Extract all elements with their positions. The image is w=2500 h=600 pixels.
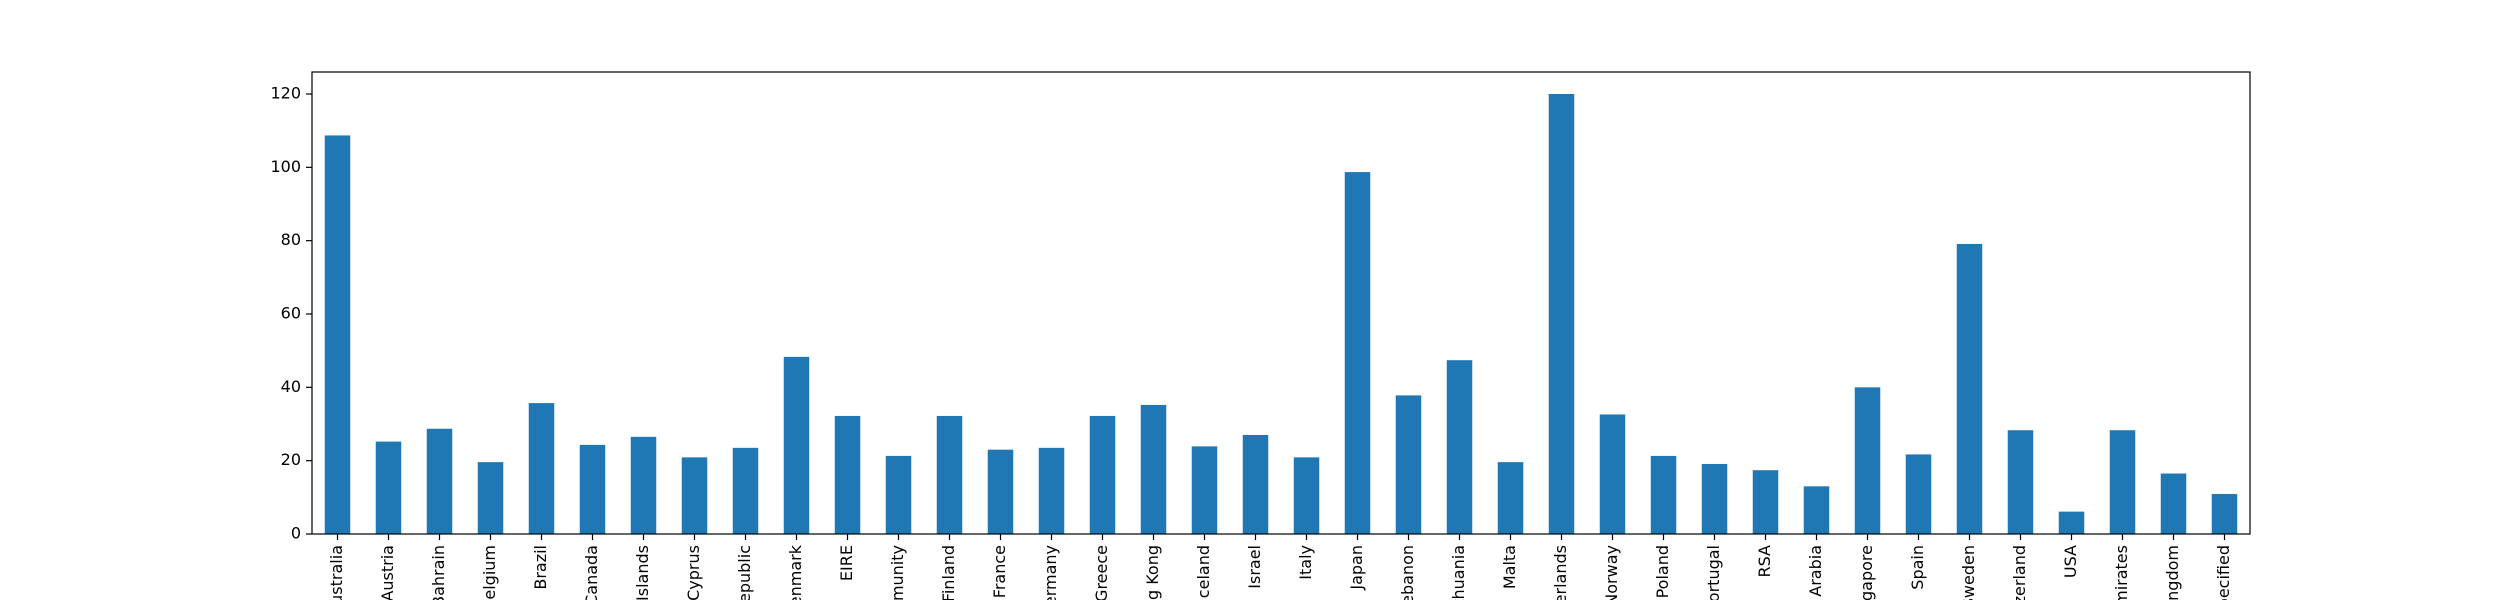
bar	[1854, 387, 1881, 534]
x-tick-label: Malta	[1500, 545, 1519, 589]
bar	[1650, 455, 1677, 534]
x-tick-label: ngapore	[1857, 545, 1876, 600]
x-tick-label: Poland	[1653, 545, 1672, 598]
x-tick-label: l Islands	[633, 545, 652, 600]
bar	[2160, 473, 2187, 534]
bar	[1242, 435, 1269, 534]
x-tick-label: Republic	[735, 545, 754, 600]
x-tick-label: ng Kong	[1143, 545, 1162, 600]
x-tick-label: EIRE	[837, 545, 856, 581]
y-tick-label: 0	[291, 524, 301, 543]
bar	[2007, 430, 2034, 534]
bar	[1140, 404, 1167, 534]
x-tick-label: Kingdom	[2163, 545, 2182, 600]
x-tick-label: Cyprus	[684, 545, 703, 600]
x-tick-label: France	[990, 545, 1009, 598]
bar	[936, 415, 963, 534]
x-tick-label: USA	[2061, 545, 2080, 578]
bar	[477, 462, 504, 534]
y-tick-label: 100	[270, 157, 301, 176]
bar	[324, 135, 351, 534]
bar	[2211, 494, 2238, 534]
plot-frame	[311, 71, 2251, 535]
x-tick-label: pecified	[2214, 545, 2233, 600]
bar	[1395, 395, 1422, 534]
x-tick-label: i Arabia	[1806, 545, 1825, 600]
bar	[426, 428, 453, 534]
x-tick-label: Sweden	[1959, 545, 1978, 600]
bar	[1497, 462, 1524, 534]
x-tick-label: Norway	[1602, 545, 1621, 600]
y-tick-label: 120	[270, 84, 301, 103]
y-tick-label: 80	[281, 230, 301, 249]
bar	[1293, 457, 1320, 534]
x-tick-label: erlands	[1551, 545, 1570, 600]
x-tick-label: Italy	[1296, 545, 1315, 580]
bar	[1191, 446, 1218, 534]
bar	[1701, 463, 1728, 534]
x-tick-label: Spain	[1908, 545, 1927, 590]
x-tick-label: Belgium	[480, 545, 499, 600]
bar	[1803, 486, 1830, 534]
bar	[1038, 447, 1065, 534]
bar	[885, 455, 912, 534]
x-tick-label: zerland	[2010, 545, 2029, 600]
bar	[1548, 94, 1575, 534]
bar	[987, 449, 1014, 534]
bar	[528, 403, 555, 534]
bar	[1905, 454, 1932, 534]
x-tick-label: ortugal	[1704, 545, 1723, 600]
x-tick-label: mirates	[2112, 545, 2131, 600]
bar	[783, 356, 810, 534]
bar	[1089, 415, 1116, 534]
x-tick-label: enmark	[786, 544, 805, 600]
x-tick-label: RSA	[1755, 545, 1774, 578]
x-tick-label: thuania	[1449, 545, 1468, 600]
x-tick-label: ermany	[1041, 545, 1060, 600]
bar	[2109, 430, 2136, 534]
bar	[630, 436, 657, 534]
x-tick-label: Israel	[1245, 545, 1264, 589]
bar	[1344, 172, 1371, 534]
x-tick-label: celand	[1194, 545, 1213, 598]
x-tick-label: Austria	[378, 545, 397, 600]
bar	[1956, 243, 1983, 534]
bar	[579, 444, 606, 534]
bar	[375, 441, 402, 534]
x-tick-label: Brazil	[531, 545, 550, 590]
x-tick-label: Canada	[582, 545, 601, 600]
x-tick-label: Greece	[1092, 545, 1111, 600]
bar	[1599, 414, 1626, 534]
x-tick-label: mmunity	[888, 545, 907, 600]
y-tick-label: 60	[281, 304, 301, 323]
x-tick-label: Japan	[1347, 545, 1366, 591]
x-tick-label: Finland	[939, 545, 958, 600]
x-tick-label: Bahrain	[429, 545, 448, 600]
y-tick-label: 20	[281, 450, 301, 469]
bar	[1446, 360, 1473, 534]
bar	[681, 457, 708, 534]
bar	[834, 415, 861, 534]
x-tick-label: ustralia	[327, 545, 346, 600]
bar	[732, 447, 759, 534]
x-tick-label: ebanon	[1398, 545, 1417, 600]
bar	[1752, 470, 1779, 534]
y-tick-label: 40	[281, 377, 301, 396]
bar	[2058, 511, 2085, 534]
